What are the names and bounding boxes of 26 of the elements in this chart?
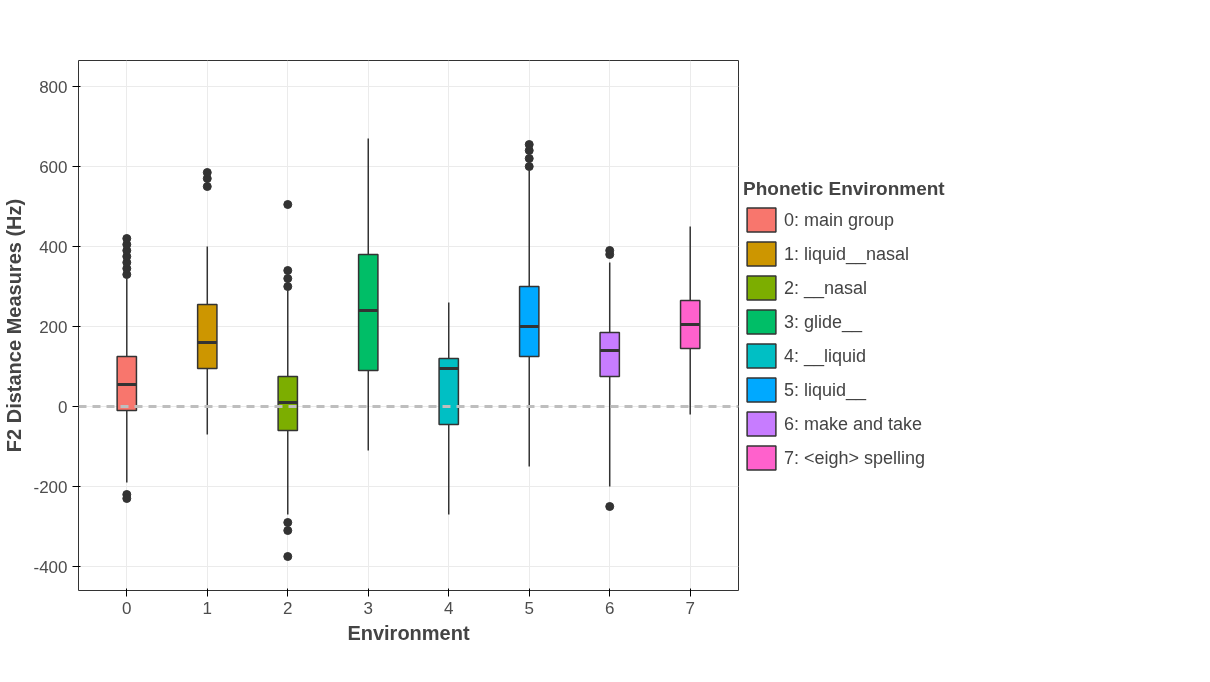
legend-label: 1: liquid__nasal: [784, 243, 910, 264]
x-tick-label: 5: [524, 598, 534, 618]
x-tick-label: 1: [202, 598, 213, 618]
y-tick-label: 800: [39, 77, 68, 97]
x-tick-label: 3: [363, 598, 373, 618]
y-tick-label: 200: [39, 317, 68, 337]
legend-label: 3: glide__: [784, 311, 863, 332]
legend-label: 5: liquid__: [784, 379, 867, 400]
x-tick-label: 6: [604, 598, 615, 618]
legend-label: 6: make and take: [784, 413, 923, 434]
legend-label: 7: <eigh> spelling: [784, 447, 926, 468]
y-tick-label: -200: [33, 477, 68, 497]
x-axis-title: Environment: [347, 621, 470, 644]
legend-title: Phonetic Environment: [743, 177, 945, 200]
y-tick-label: 600: [39, 157, 68, 177]
legend-label: 0: main group: [784, 209, 895, 230]
y-tick-label: 0: [58, 397, 68, 417]
y-tick-label: -400: [33, 557, 68, 577]
x-tick-label: 4: [444, 598, 454, 618]
legend-label: 4: __liquid: [784, 345, 867, 366]
y-tick-label: 400: [39, 237, 68, 257]
y-axis-title: F2 Distance Measures (Hz): [3, 198, 26, 453]
x-tick-label: 2: [283, 598, 293, 618]
x-tick-label: 7: [685, 598, 695, 618]
x-tick-label: 0: [122, 598, 132, 618]
legend-label: 2: __nasal: [784, 277, 868, 298]
